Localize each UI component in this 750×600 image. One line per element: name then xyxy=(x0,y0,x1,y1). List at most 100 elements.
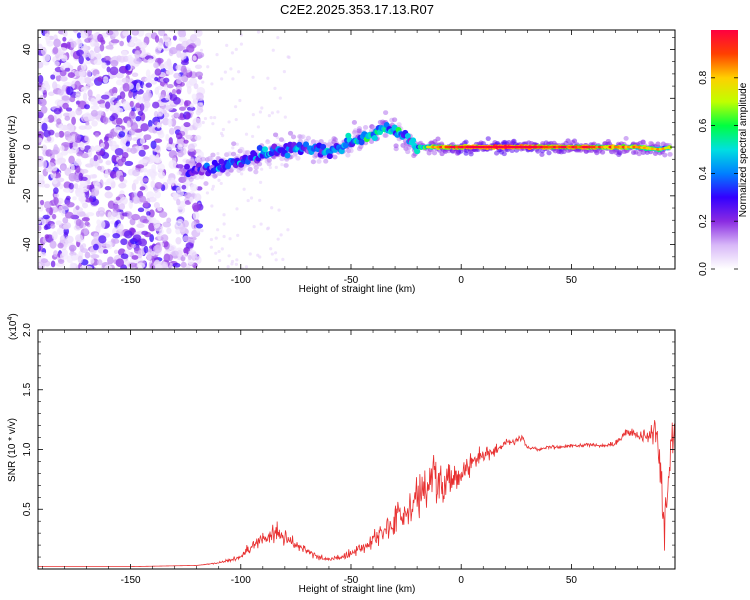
y-tick-label: 0 xyxy=(22,144,33,150)
spectrogram-cell xyxy=(64,115,71,121)
spectrogram-cell xyxy=(276,237,280,241)
spectrogram-cell xyxy=(78,211,86,217)
spectrogram-cell xyxy=(405,149,411,155)
spectrogram-cell xyxy=(182,219,189,228)
y-tick-label: 2.0 xyxy=(22,323,33,337)
spectrogram-cell xyxy=(272,132,279,138)
spectrogram-cell xyxy=(64,211,74,219)
spectrogram-cell xyxy=(209,245,213,249)
spectrogram-cell xyxy=(73,160,82,167)
spectrogram-cell xyxy=(140,158,148,164)
spectrogram-cell xyxy=(136,262,146,269)
spectrogram-cell xyxy=(139,137,146,145)
snr-multiplier: (x104) xyxy=(7,313,19,340)
spectrogram-cell xyxy=(69,262,76,269)
spectrogram-cell xyxy=(191,252,198,259)
spectrogram-cell xyxy=(53,197,59,205)
spectrogram-cell xyxy=(358,139,365,146)
spectrogram-cell xyxy=(74,133,81,143)
snr-y-label: SNR (10 * v/v) xyxy=(7,418,18,482)
spectrogram-cell xyxy=(219,181,223,186)
spectrogram-cell xyxy=(77,39,83,48)
spectrogram-cell xyxy=(280,163,284,167)
spectrogram-cell xyxy=(348,148,354,154)
spectrogram-cell xyxy=(96,53,102,60)
spectrogram-cell xyxy=(60,76,68,82)
spectrogram-cell xyxy=(435,136,441,142)
spectrogram-cell xyxy=(84,163,94,168)
spectrogram-marks xyxy=(38,30,673,269)
spectrogram-cell xyxy=(77,255,83,264)
spectrogram-cell xyxy=(192,117,202,127)
spectrogram-cell xyxy=(238,98,242,103)
spectrogram-cell xyxy=(216,151,220,156)
spectrogram-cell xyxy=(404,132,411,139)
spectrogram-cell xyxy=(60,42,69,49)
spectrogram-cell xyxy=(142,218,149,224)
spectrogram-cell xyxy=(539,152,545,157)
spectrogram-cell xyxy=(143,200,149,208)
spectrogram-cell xyxy=(173,112,180,118)
spectrogram-cell xyxy=(50,149,59,155)
spectrogram-cell xyxy=(169,46,178,55)
spectrogram-cell xyxy=(211,184,215,188)
spectrogram-cell xyxy=(88,51,96,59)
spectrogram-cell xyxy=(163,61,173,70)
spectrogram-cell xyxy=(94,132,100,138)
spectrogram-cell xyxy=(287,130,294,136)
spectrogram-cell xyxy=(38,137,43,143)
spectrogram-cell xyxy=(196,51,205,59)
spectrogram-cell xyxy=(178,36,187,43)
spectrogram-cell xyxy=(53,107,62,115)
spectrogram-cell xyxy=(156,122,161,129)
spectrogram-cell xyxy=(201,120,205,125)
spectrogram-cell xyxy=(52,81,58,90)
spectrogram-cell xyxy=(175,132,183,140)
spectrogram-cell xyxy=(138,42,148,49)
spectrogram-cell xyxy=(84,38,92,43)
spectrogram-cell xyxy=(41,82,51,92)
spectrogram-cell xyxy=(316,159,322,164)
spectrogram-cell xyxy=(50,260,56,268)
spectrogram-cell xyxy=(107,256,114,265)
spectrogram-cell xyxy=(219,131,224,136)
spectrogram-cell xyxy=(655,141,661,147)
spectrogram-cell xyxy=(104,191,113,199)
spectrogram-cell xyxy=(239,146,245,152)
spectrogram-cell xyxy=(189,156,195,162)
spectrogram-cell xyxy=(104,169,109,179)
spectrogram-cell xyxy=(249,196,254,200)
spectrogram-cell xyxy=(112,204,121,213)
spectrogram-cell xyxy=(86,70,92,78)
spectrogram-cell xyxy=(154,76,159,82)
spectrogram-cell xyxy=(186,85,192,95)
spectrogram-cell xyxy=(72,30,79,33)
spectrogram-cell xyxy=(48,129,55,136)
spectrogram-cell xyxy=(60,209,66,216)
spectrogram-cell xyxy=(200,102,204,106)
colorbar: 0.0 0.2 0.4 0.6 0.8 Normalized spectral ampl… xyxy=(698,30,749,276)
spectrogram-cell xyxy=(214,236,218,240)
spectrogram-cell xyxy=(107,211,112,220)
spectrogram-cell xyxy=(129,100,134,107)
spectrogram-cell xyxy=(79,244,84,252)
spectrogram-cell xyxy=(117,223,124,232)
spectrogram-cell xyxy=(138,149,146,157)
spectrogram-cell xyxy=(58,123,64,131)
spectrogram-cell xyxy=(193,83,199,90)
spectrogram-cell xyxy=(281,257,285,262)
spectrogram-cell xyxy=(236,233,240,237)
spectrogram-cell xyxy=(220,77,224,81)
spectrogram-cell xyxy=(102,249,109,254)
spectrogram-cell xyxy=(229,67,233,71)
spectrogram-cell xyxy=(131,182,137,191)
spectrogram-cell xyxy=(82,92,88,101)
spectrogram-cell xyxy=(81,53,89,58)
spectrogram-cell xyxy=(100,142,105,149)
spectrogram-cell xyxy=(222,234,226,239)
spectrogram-cell xyxy=(182,67,188,77)
spectrogram-cell xyxy=(43,117,49,123)
spectrogram-cell xyxy=(106,30,114,36)
spectrogram-cell xyxy=(153,138,163,143)
spectrogram-cell xyxy=(68,244,77,252)
